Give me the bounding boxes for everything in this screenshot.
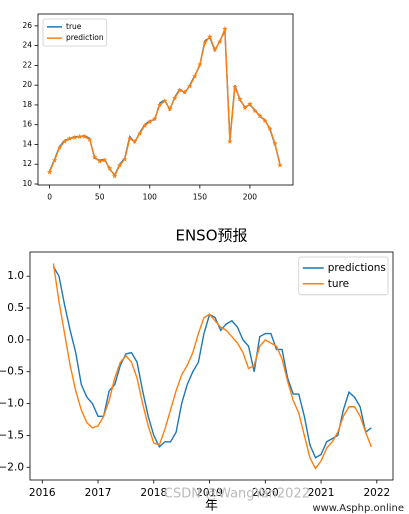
point-marker [102,157,108,163]
x-axis-label: 年 [205,499,218,514]
x-tick-label: 200 [243,192,258,201]
x-tick-label: 2019 [196,487,223,499]
point-marker [257,113,263,119]
point-marker [272,140,278,146]
x-tick-label: 2021 [308,487,335,499]
point-marker [122,156,128,162]
plot-frame [29,251,394,481]
series-line [48,28,281,178]
y-tick-label: 14 [22,139,32,148]
point-marker [247,101,253,107]
point-marker [117,162,123,168]
point-marker [182,89,188,95]
point-marker [107,165,113,171]
legend-label: ture [328,278,349,290]
point-marker [162,98,168,104]
series-line [52,263,372,470]
point-marker [132,138,138,144]
point-marker [152,115,158,122]
x-tick-label: 50 [95,192,105,201]
point-marker [277,162,283,168]
point-marker [87,136,93,142]
x-tick-label: 0 [47,192,52,201]
point-marker [187,83,193,89]
point-marker [61,138,68,144]
point-marker [46,169,53,175]
point-marker [177,87,183,93]
point-marker [157,102,163,108]
point-marker [237,96,243,102]
point-marker [207,33,213,39]
y-tick-label: 0.0 [7,334,24,346]
point-marker [267,125,273,131]
point-marker [172,95,178,101]
x-tick-label: 2016 [29,487,56,499]
y-tick-label: 22 [22,60,32,69]
point-marker [262,117,268,124]
y-tick-label: 10 [22,179,32,188]
y-tick-label: 20 [22,80,32,89]
point-marker [112,173,118,179]
point-marker [56,144,63,150]
point-marker [217,38,223,44]
point-marker [97,158,103,164]
point-marker [212,46,218,52]
point-marker [66,135,73,141]
y-tick-label: 1.0 [7,270,24,282]
point-marker [202,39,208,45]
chart-title: ENSO预报 [175,227,247,245]
x-tick-label: 2020 [252,487,279,499]
point-marker [82,133,88,139]
x-tick-label: 2018 [140,487,167,499]
point-marker [252,108,258,114]
y-tick-label: 18 [22,100,32,109]
x-tick-label: 100 [143,192,158,201]
series-line [48,28,281,177]
y-tick-label: −1.0 [0,398,24,410]
watermark: CSDN @WangYan2022 [164,487,310,502]
legend-box [42,18,108,47]
point-marker [192,73,198,79]
legend-box [298,256,389,296]
series-line [52,266,372,459]
x-tick-label: 150 [193,192,208,201]
point-marker [197,61,203,67]
point-marker [137,130,143,136]
plot-frame [37,13,294,186]
y-tick-label: −1.5 [0,429,24,441]
y-tick-label: −0.5 [0,366,24,378]
point-marker [51,157,58,163]
watermark: www.Asphp.online [312,503,404,514]
legend-label: prediction [66,33,104,42]
x-tick-label: 2017 [85,487,112,499]
x-tick-label: 2022 [363,487,390,499]
point-marker [127,135,133,141]
y-tick-label: 24 [22,41,32,50]
y-tick-label: 12 [22,159,32,168]
point-marker [77,133,83,139]
y-tick-label: −2.0 [0,461,24,473]
point-marker [222,26,228,32]
point-marker [242,105,248,111]
point-marker [227,138,233,144]
point-marker [71,134,78,140]
point-marker [147,118,153,125]
y-tick-label: 16 [22,120,32,129]
y-tick-label: 0.5 [7,302,24,314]
legend-label: true [66,22,82,31]
y-tick-label: 26 [22,21,32,30]
point-marker [142,122,148,128]
point-marker [167,106,173,112]
legend-label: predictions [328,262,386,274]
point-marker [232,84,238,90]
point-marker [92,154,98,160]
